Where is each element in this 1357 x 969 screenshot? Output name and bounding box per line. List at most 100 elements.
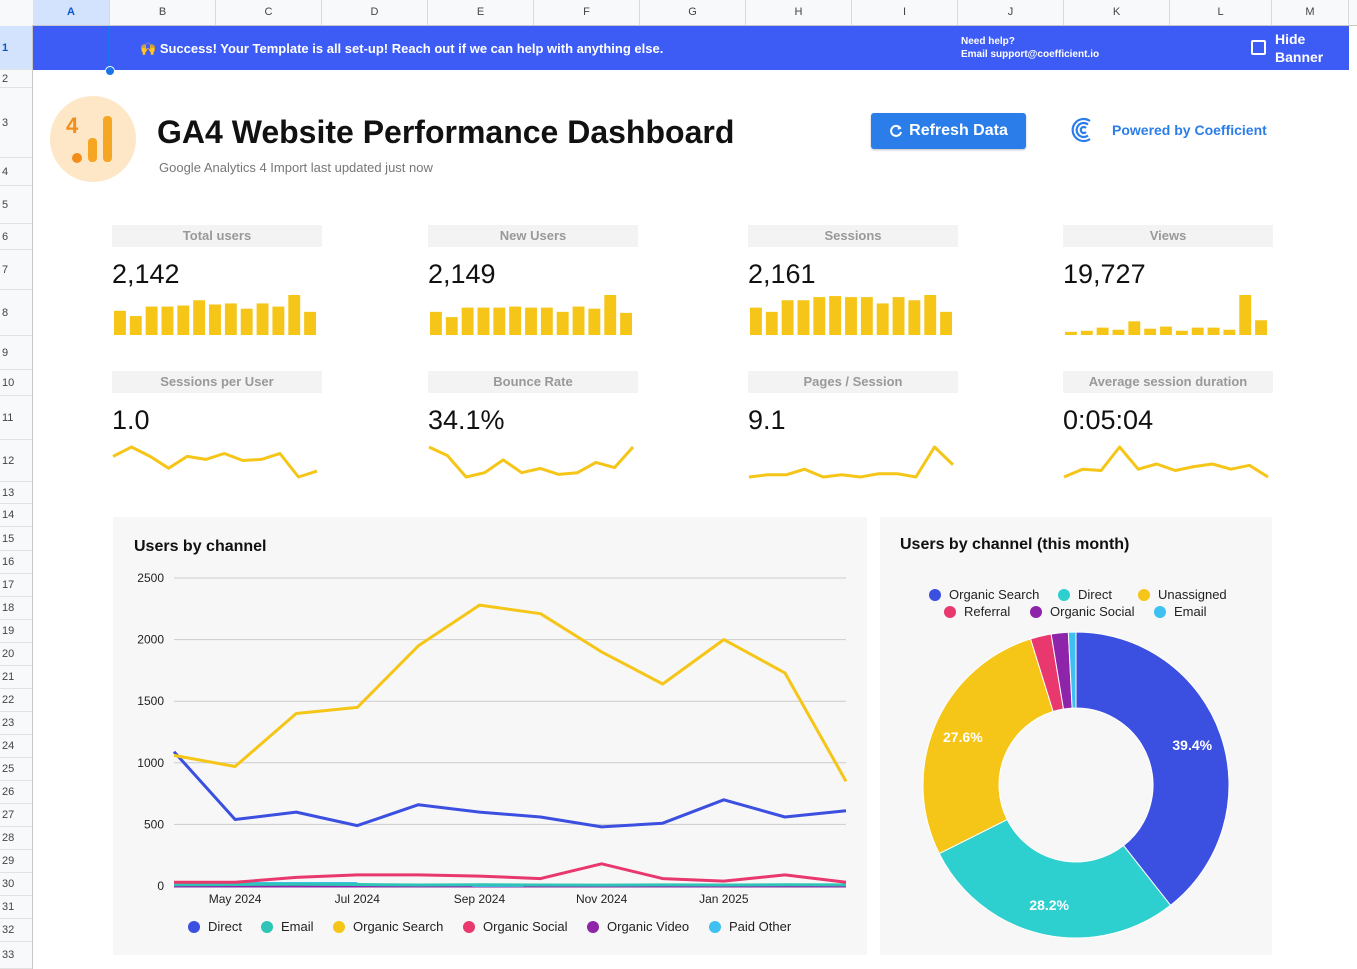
row-header-22[interactable]: 22 <box>0 689 32 712</box>
row-header-33[interactable]: 33 <box>0 942 32 969</box>
legend-item[interactable]: Direct <box>1058 587 1112 602</box>
hide-banner-label[interactable]: Hide Banner <box>1275 30 1323 66</box>
row-header-32[interactable]: 32 <box>0 919 32 942</box>
spark-bar <box>477 307 490 335</box>
column-header-c[interactable]: C <box>216 0 322 25</box>
row-header-4[interactable]: 4 <box>0 158 32 186</box>
legend-item[interactable]: Email <box>261 919 314 934</box>
legend-item[interactable]: Direct <box>188 919 242 934</box>
spark-bar <box>924 295 937 335</box>
spark-bar <box>304 311 317 335</box>
legend-item[interactable]: Referral <box>944 604 1010 619</box>
legend-item[interactable]: Paid Other <box>709 919 791 934</box>
row-header-25[interactable]: 25 <box>0 758 32 781</box>
spark-bar <box>781 300 794 335</box>
column-header-i[interactable]: I <box>852 0 958 25</box>
row-header-14[interactable]: 14 <box>0 504 32 527</box>
refresh-data-button[interactable]: Refresh Data <box>871 113 1026 149</box>
legend-item[interactable]: Organic Social <box>463 919 568 934</box>
spark-bar <box>145 306 158 335</box>
spark-bar <box>209 304 221 335</box>
kpi-card: New Users 2,149 <box>428 225 638 340</box>
help-email[interactable]: Email support@coefficient.io <box>961 49 1100 60</box>
x-tick-label: Sep 2024 <box>454 892 506 906</box>
row-header-23[interactable]: 23 <box>0 712 32 735</box>
row-header-1[interactable]: 1 <box>0 26 32 70</box>
spark-bar <box>129 316 142 335</box>
legend-dot-icon <box>463 920 475 933</box>
row-header-11[interactable]: 11 <box>0 396 32 440</box>
spark-bar <box>509 306 522 335</box>
powered-by-label: Powered by Coefficient <box>1112 122 1267 138</box>
spark-bar <box>908 300 921 335</box>
spark-bar <box>940 311 953 335</box>
column-header-m[interactable]: M <box>1272 0 1349 25</box>
row-header-26[interactable]: 26 <box>0 781 32 804</box>
legend-item[interactable]: Email <box>1154 604 1207 619</box>
column-header-k[interactable]: K <box>1064 0 1170 25</box>
spark-bar <box>161 306 174 335</box>
row-header-16[interactable]: 16 <box>0 551 32 574</box>
spark-bar <box>272 306 285 335</box>
svg-text:4: 4 <box>66 113 79 138</box>
row-header-24[interactable]: 24 <box>0 735 32 758</box>
legend-label: Organic Social <box>1050 604 1135 619</box>
legend-dot-icon <box>709 920 721 933</box>
spark-bar <box>1112 329 1125 335</box>
help-title: Need help? <box>961 36 1015 47</box>
hide-banner-checkbox[interactable] <box>1251 40 1266 55</box>
column-header-b[interactable]: B <box>110 0 216 25</box>
row-header-6[interactable]: 6 <box>0 224 32 250</box>
legend-item[interactable]: Organic Video <box>587 919 689 934</box>
powered-by-coefficient-link[interactable]: Powered by Coefficient <box>1068 116 1267 144</box>
kpi-label: New Users <box>428 225 638 247</box>
spark-bar <box>1207 327 1220 335</box>
row-header-28[interactable]: 28 <box>0 827 32 850</box>
row-header-5[interactable]: 5 <box>0 186 32 224</box>
row-header-15[interactable]: 15 <box>0 527 32 551</box>
row-header-31[interactable]: 31 <box>0 896 32 919</box>
legend-dot-icon <box>929 588 941 601</box>
row-header-20[interactable]: 20 <box>0 643 32 666</box>
column-header-f[interactable]: F <box>534 0 640 25</box>
selection-handle[interactable] <box>105 66 115 76</box>
row-header-30[interactable]: 30 <box>0 873 32 896</box>
spark-bar <box>256 303 269 335</box>
row-header-8[interactable]: 8 <box>0 290 32 336</box>
kpi-card: Views 19,727 <box>1063 225 1273 340</box>
users-by-channel-line-chart: 0 500 1000 1500 2000 2500 May 2024 Jul 2024 Sep … <box>137 571 848 906</box>
legend-dot-icon <box>944 605 956 618</box>
row-header-21[interactable]: 21 <box>0 666 32 689</box>
legend-item[interactable]: Organic Search <box>929 587 1039 602</box>
column-header-d[interactable]: D <box>322 0 428 25</box>
legend-item[interactable]: Organic Search <box>333 919 443 934</box>
legend-dot-icon <box>1138 588 1150 601</box>
spark-bar <box>240 308 253 335</box>
row-header-13[interactable]: 13 <box>0 482 32 504</box>
hide-label-line1: Hide <box>1275 31 1306 47</box>
row-header-18[interactable]: 18 <box>0 597 32 620</box>
column-header-h[interactable]: H <box>746 0 852 25</box>
row-header-3[interactable]: 3 <box>0 88 32 158</box>
row-header-12[interactable]: 12 <box>0 440 32 482</box>
row-header-2[interactable]: 2 <box>0 70 32 88</box>
kpi-value: 1.0 <box>112 405 150 435</box>
row-header-29[interactable]: 29 <box>0 850 32 873</box>
row-header-19[interactable]: 19 <box>0 620 32 643</box>
legend-label: Direct <box>208 919 242 934</box>
row-header-9[interactable]: 9 <box>0 336 32 370</box>
column-header-l[interactable]: L <box>1170 0 1272 25</box>
row-header-10[interactable]: 10 <box>0 370 32 396</box>
column-header-g[interactable]: G <box>640 0 746 25</box>
donut-data-label: 27.6% <box>943 729 983 745</box>
legend-dot-icon <box>1058 588 1070 601</box>
legend-item[interactable]: Unassigned <box>1138 587 1227 602</box>
column-header-e[interactable]: E <box>428 0 534 25</box>
legend-item[interactable]: Organic Social <box>1030 604 1135 619</box>
row-header-7[interactable]: 7 <box>0 250 32 290</box>
column-header-a[interactable]: A <box>33 0 110 25</box>
row-header-17[interactable]: 17 <box>0 574 32 597</box>
column-header-j[interactable]: J <box>958 0 1064 25</box>
series-line-direct <box>172 750 847 829</box>
row-header-27[interactable]: 27 <box>0 804 32 827</box>
